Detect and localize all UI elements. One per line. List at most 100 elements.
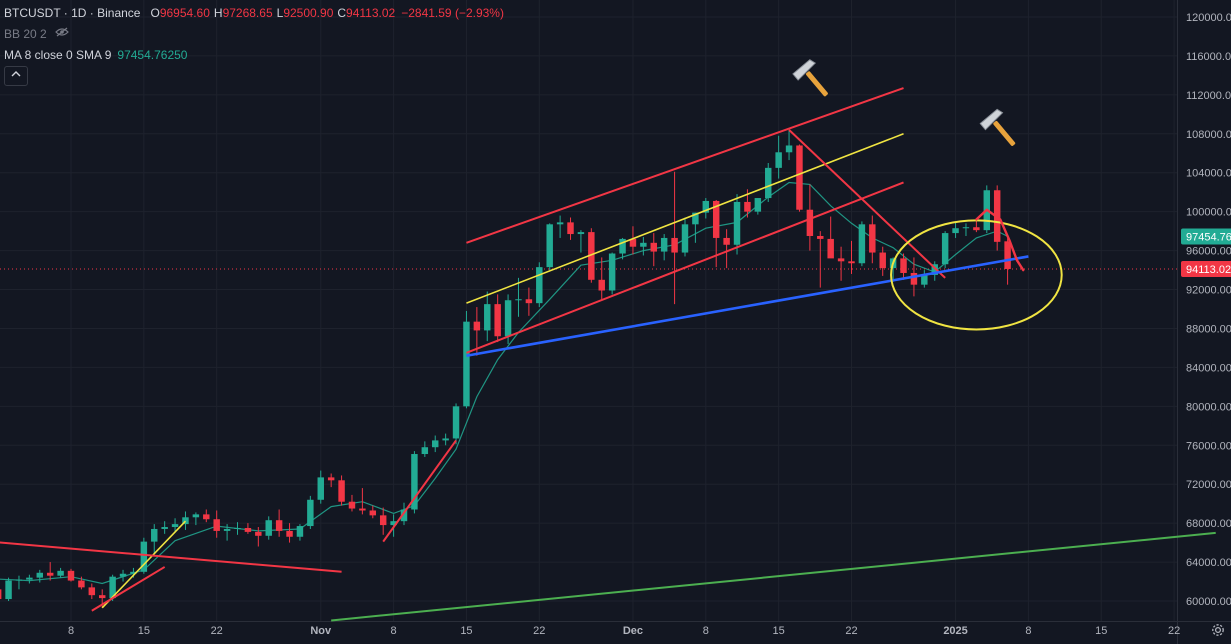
candle-down[interactable] (338, 480, 345, 502)
candle-up[interactable] (702, 200, 710, 213)
candle-up[interactable] (57, 570, 64, 576)
chevron-up-icon[interactable] (4, 66, 28, 86)
candle-up[interactable] (151, 528, 158, 542)
candle-down[interactable] (348, 501, 356, 509)
candle-down[interactable] (0, 589, 2, 600)
candle-up[interactable] (130, 571, 137, 574)
candle-down[interactable] (588, 232, 595, 280)
candle-up[interactable] (171, 524, 179, 528)
candle-down[interactable] (671, 237, 678, 253)
candle-down[interactable] (796, 145, 803, 210)
candle-down[interactable] (213, 519, 220, 531)
candle-up[interactable] (608, 253, 616, 291)
candle-up[interactable] (577, 232, 585, 235)
candle-up[interactable] (182, 517, 189, 525)
red-downtrend[interactable] (788, 129, 946, 279)
candle-down[interactable] (650, 242, 657, 252)
candle-down[interactable] (369, 510, 377, 516)
channel-top[interactable] (466, 87, 904, 244)
candle-down[interactable] (869, 224, 876, 253)
candle-down[interactable] (567, 222, 574, 235)
candle-down[interactable] (88, 587, 96, 596)
candle-down[interactable] (879, 252, 886, 269)
hidden-eye-icon[interactable] (54, 27, 69, 42)
candle-up[interactable] (390, 521, 397, 526)
candle-down[interactable] (244, 528, 252, 532)
candle-up[interactable] (421, 447, 429, 455)
candle-up[interactable] (692, 212, 699, 225)
candle-up[interactable] (15, 579, 23, 581)
candle-up[interactable] (785, 145, 793, 153)
candle-down[interactable] (255, 531, 262, 536)
candle-up[interactable] (192, 514, 200, 518)
candle-down[interactable] (806, 209, 814, 236)
candle-down[interactable] (827, 238, 834, 259)
candle-down[interactable] (98, 595, 106, 599)
channel-bottom[interactable] (466, 181, 904, 354)
legend-ma-row[interactable]: MA 8 close 0 SMA 9 97454.76250 (4, 45, 504, 66)
gear-icon[interactable] (1211, 623, 1225, 640)
candle-up[interactable] (400, 509, 408, 522)
candle-down[interactable] (286, 530, 293, 537)
old-red-trendline[interactable] (0, 540, 342, 573)
candle-up[interactable] (962, 227, 970, 229)
candle-up[interactable] (234, 528, 241, 529)
candle-up[interactable] (681, 224, 689, 253)
candle-up[interactable] (411, 454, 418, 510)
candle-up[interactable] (754, 198, 762, 212)
candle-up[interactable] (265, 520, 272, 536)
candle-up[interactable] (296, 526, 304, 537)
candle-up[interactable] (556, 222, 564, 225)
candle-up[interactable] (307, 499, 314, 527)
symbol-title[interactable]: BTCUSDT · 1D · Binance (4, 6, 141, 20)
candle-up[interactable] (640, 242, 647, 247)
candle-down[interactable] (275, 520, 283, 531)
candle-down[interactable] (473, 321, 481, 331)
candle-down[interactable] (203, 514, 210, 520)
candle-up[interactable] (504, 300, 512, 337)
red-rise-1[interactable] (91, 566, 166, 612)
candle-up[interactable] (109, 576, 116, 599)
candle-up[interactable] (921, 274, 928, 285)
candle-up[interactable] (317, 477, 324, 500)
candle-down[interactable] (78, 580, 85, 588)
candle-down[interactable] (327, 477, 335, 481)
candle-down[interactable] (910, 272, 918, 285)
candle-up[interactable] (765, 167, 772, 199)
candle-up[interactable] (733, 201, 741, 245)
legend-bb-row[interactable]: BB 20 2 (4, 24, 504, 45)
candle-down[interactable] (723, 237, 730, 245)
yellow-rise-1[interactable] (101, 520, 187, 609)
channel-middle[interactable] (466, 133, 904, 304)
candle-down[interactable] (900, 258, 907, 273)
candle-up[interactable] (432, 440, 439, 448)
red-rise-2[interactable] (382, 439, 457, 543)
candle-up[interactable] (858, 224, 866, 264)
green-trendline[interactable] (331, 531, 1216, 622)
candle-up[interactable] (223, 528, 231, 531)
candle-up[interactable] (775, 152, 782, 168)
candle-down[interactable] (494, 304, 501, 337)
candle-up[interactable] (5, 580, 12, 600)
candle-down[interactable] (629, 238, 637, 247)
candle-up[interactable] (941, 233, 949, 265)
candle-up[interactable] (442, 438, 449, 441)
candle-up[interactable] (536, 267, 543, 304)
candle-up[interactable] (26, 577, 33, 580)
candle-up[interactable] (931, 264, 938, 275)
candle-down[interactable] (525, 299, 533, 304)
candle-down[interactable] (973, 227, 980, 231)
candle-down[interactable] (598, 279, 605, 291)
candle-down[interactable] (379, 515, 387, 526)
candle-up[interactable] (484, 304, 491, 331)
blue-support-line[interactable] (466, 255, 1029, 358)
candle-down[interactable] (817, 236, 824, 239)
candle-up[interactable] (452, 406, 460, 439)
candle-up[interactable] (619, 238, 626, 254)
candle-down[interactable] (67, 570, 75, 581)
candle-down[interactable] (359, 508, 366, 511)
candle-down[interactable] (712, 200, 720, 238)
candle-up[interactable] (546, 224, 553, 268)
